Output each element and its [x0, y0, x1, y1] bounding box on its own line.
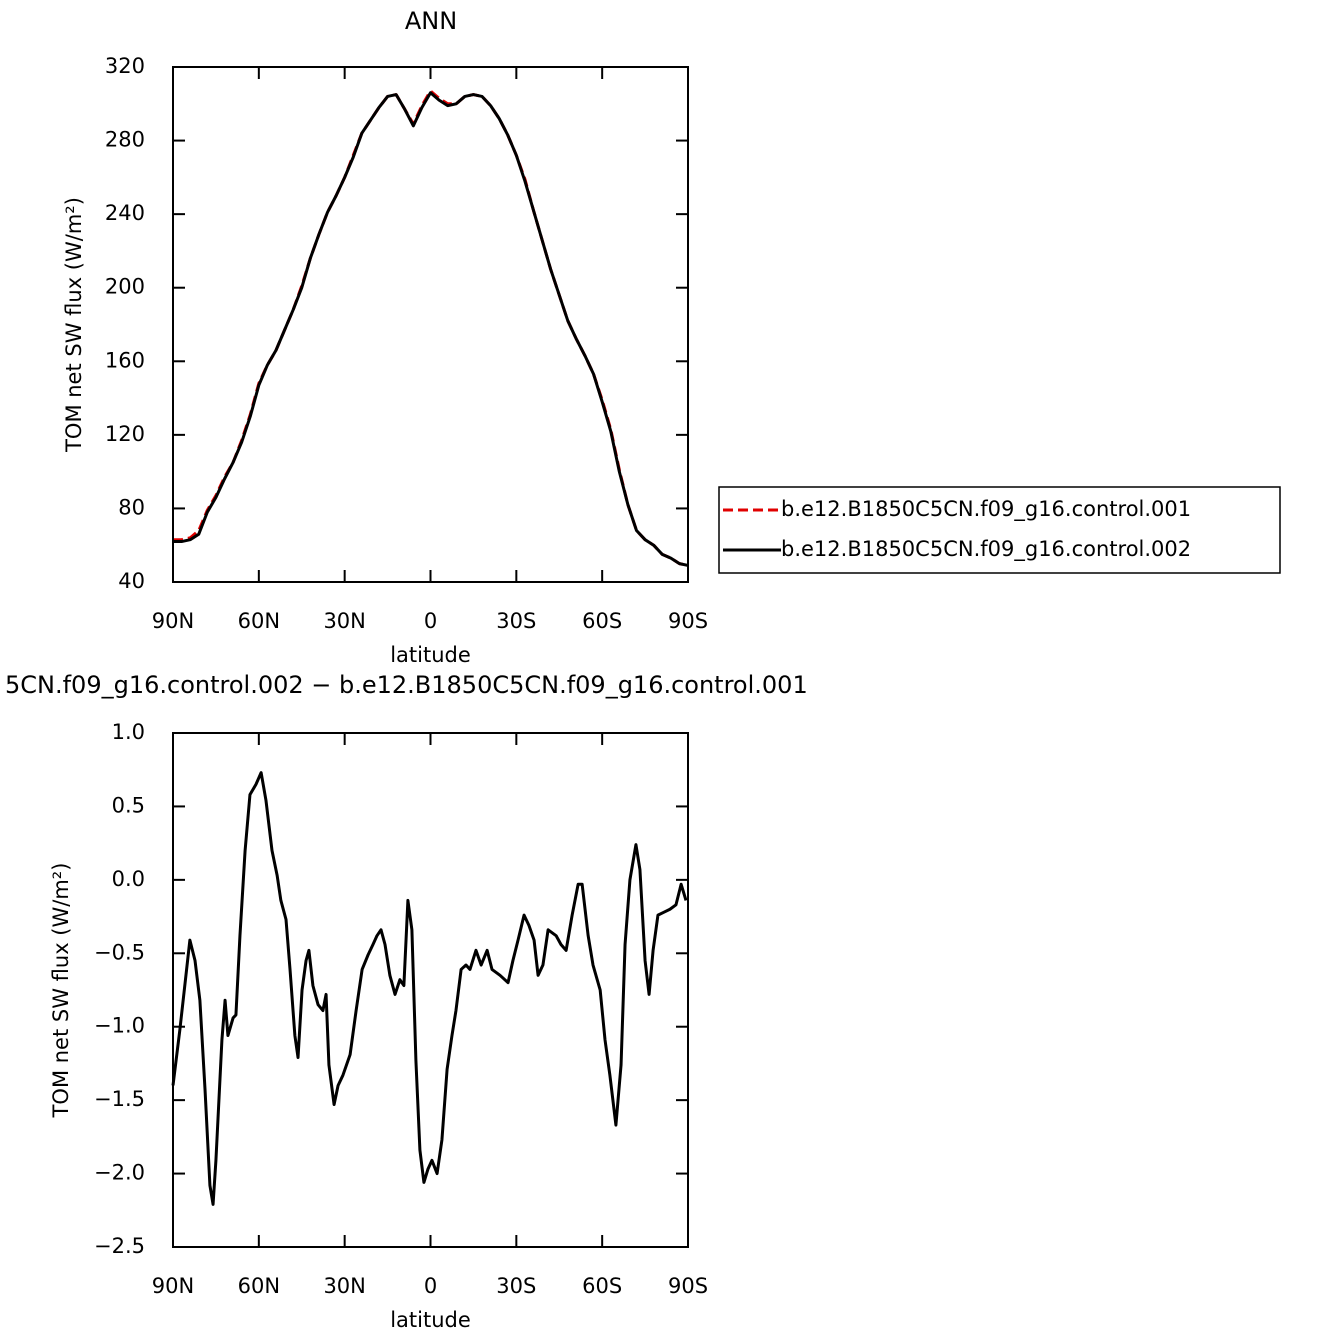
y-tick-label: 200 [105, 275, 145, 299]
x-tick-label: 60S [582, 609, 622, 633]
x-tick-label: 90S [668, 609, 708, 633]
y-tick-label: −1.5 [94, 1087, 145, 1111]
y-tick-label: 320 [105, 54, 145, 78]
x-tick-label: 60S [582, 1274, 622, 1298]
x-tick-label: 90N [152, 609, 194, 633]
x-tick-label: 90S [668, 1274, 708, 1298]
x-tick-label: 90N [152, 1274, 194, 1298]
data-line [173, 91, 689, 567]
y-tick-label: −2.5 [94, 1234, 145, 1258]
x-tick-label: 30N [323, 1274, 365, 1298]
y-tick-label: 80 [118, 495, 145, 519]
panel-title: 5CN.f09_g16.control.002 − b.e12.B1850C5C… [5, 671, 808, 699]
x-tick-label: 30S [496, 609, 536, 633]
x-tick-label: 30N [323, 609, 365, 633]
y-axis-label: TOM net SW flux (W/m²) [49, 863, 73, 1119]
legend-label: b.e12.B1850C5CN.f09_g16.control.001 [781, 497, 1191, 522]
y-tick-label: 160 [105, 348, 145, 372]
x-tick-label: 60N [238, 1274, 280, 1298]
plot-frame [172, 66, 689, 583]
x-axis-label: latitude [390, 643, 471, 667]
y-tick-label: 120 [105, 422, 145, 446]
legend-box [718, 486, 1281, 574]
x-axis-label: latitude [390, 1308, 471, 1332]
plot-frame [172, 732, 689, 1248]
x-tick-label: 0 [424, 1274, 437, 1298]
y-tick-label: −1.0 [94, 1014, 145, 1038]
y-tick-label: 40 [118, 569, 145, 593]
y-axis-label: TOM net SW flux (W/m²) [62, 197, 86, 453]
panel-title: ANN [405, 7, 457, 35]
y-tick-label: 280 [105, 128, 145, 152]
data-line [171, 771, 688, 1206]
y-tick-label: −0.5 [94, 940, 145, 964]
x-tick-label: 0 [424, 609, 437, 633]
y-tick-label: 240 [105, 201, 145, 225]
data-line [173, 89, 689, 567]
y-tick-label: −2.0 [94, 1161, 145, 1185]
legend-label: b.e12.B1850C5CN.f09_g16.control.002 [781, 537, 1191, 562]
y-tick-label: 0.0 [112, 867, 145, 891]
y-tick-label: 0.5 [112, 793, 145, 817]
x-tick-label: 60N [238, 609, 280, 633]
y-tick-label: 1.0 [112, 720, 145, 744]
x-tick-label: 30S [496, 1274, 536, 1298]
